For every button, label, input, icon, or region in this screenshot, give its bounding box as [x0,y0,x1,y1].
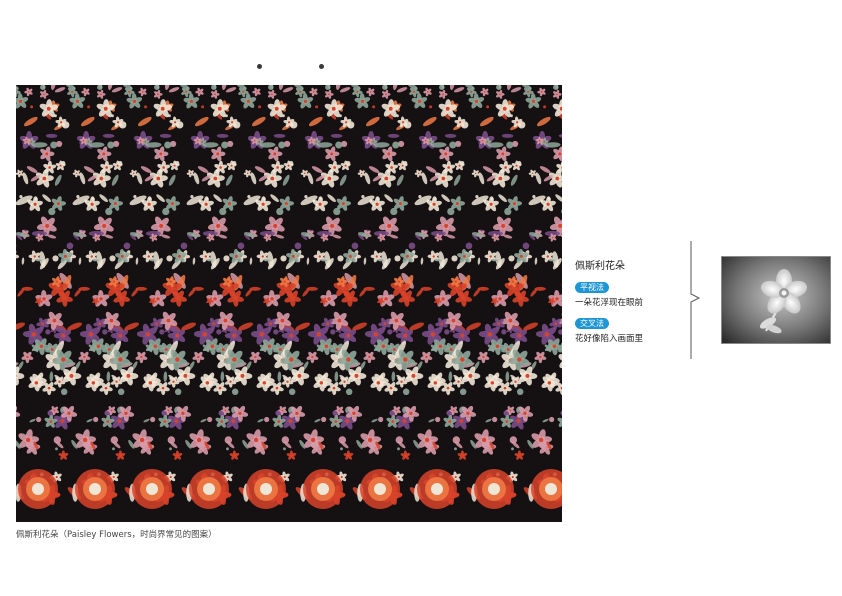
method-parallel: 平视法 一朵花浮现在眼前 [575,275,675,308]
image-caption: 佩斯利花朵（Paisley Flowers，时尚界常见的图案） [16,530,217,540]
right-guide-dot [319,64,324,69]
info-panel: 佩斯利花朵 平视法 一朵花浮现在眼前 交叉法 花好像陷入画面里 [575,257,675,347]
stereogram-image [16,85,562,522]
flower-icon [722,257,830,343]
brace-icon [690,241,701,359]
hidden-image-preview [721,256,831,344]
method-badge-parallel: 平视法 [575,282,609,293]
method-desc-parallel: 一朵花浮现在眼前 [575,298,644,308]
left-guide-dot [257,64,262,69]
info-title: 佩斯利花朵 [575,261,625,272]
method-desc-cross: 花好像陷入画面里 [575,334,644,344]
method-badge-cross: 交叉法 [575,318,609,329]
method-cross: 交叉法 花好像陷入画面里 [575,311,675,344]
stereogram-pattern [16,85,562,522]
